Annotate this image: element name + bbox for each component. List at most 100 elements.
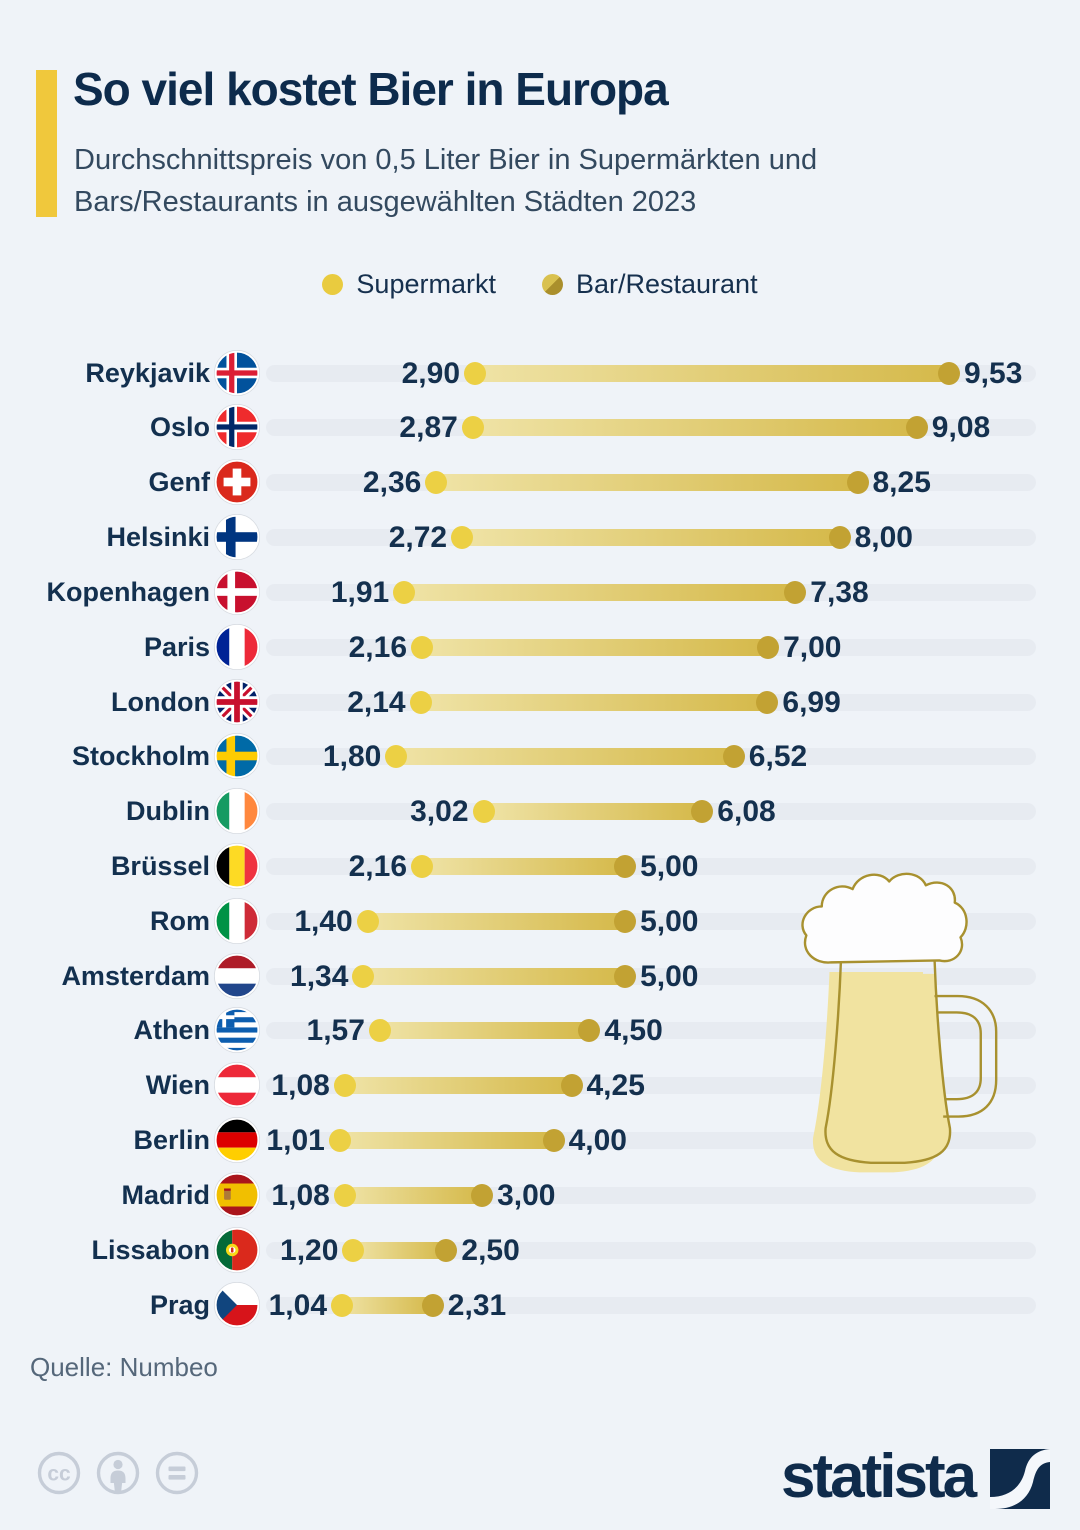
price-range-bar [342, 1296, 433, 1314]
supermarkt-dot [333, 1074, 356, 1098]
city-label: Rom [150, 905, 210, 936]
flag-de-icon [214, 1117, 260, 1164]
legend-item-supermarkt: Supermarkt [322, 269, 496, 300]
cc-nd-icon [155, 1451, 199, 1495]
bar-restaurant-dot-icon [541, 274, 563, 295]
bar-restaurant-dot [614, 964, 637, 988]
supermarkt-dot [385, 745, 408, 769]
price-range-bar [483, 803, 703, 821]
bar-restaurant-value: 3,00 [497, 1178, 556, 1212]
price-range-bar [404, 583, 796, 601]
bar-restaurant-value: 6,52 [748, 740, 808, 774]
page-title: So viel kostet Bier in Europa [73, 63, 669, 115]
price-range-bar [344, 1186, 483, 1204]
chart-row-ie: Dublin 3,02 6,08 [0, 784, 1080, 839]
city-label: Lissabon [91, 1234, 210, 1265]
bar-restaurant-dot [614, 909, 637, 933]
flag-es-icon [214, 1171, 260, 1218]
bar-track [266, 1241, 1036, 1259]
supermarkt-value: 1,08 [271, 1178, 330, 1212]
city-label: Kopenhagen [46, 576, 210, 607]
bar-restaurant-value: 8,25 [872, 466, 931, 500]
flag-at-icon [214, 1062, 260, 1109]
city-label: Stockholm [71, 741, 210, 772]
bar-restaurant-dot [471, 1183, 494, 1207]
supermarkt-dot [356, 909, 379, 933]
legend-item-bar-restaurant: Bar/Restaurant [541, 269, 758, 300]
bar-restaurant-value: 8,00 [854, 521, 913, 555]
chart-row-is: Reykjavik 2,90 9,53 [0, 346, 1080, 401]
supermarkt-value: 1,91 [330, 575, 390, 609]
chart-row-fr: Paris 2,16 7,00 [0, 620, 1080, 675]
chart-row-es: Madrid 1,08 3,00 [0, 1168, 1080, 1223]
supermarkt-dot [409, 690, 432, 714]
flag-is-icon [214, 349, 260, 396]
supermarkt-value: 1,20 [280, 1233, 339, 1267]
price-range-bar [422, 858, 626, 875]
bar-restaurant-value: 9,08 [931, 411, 991, 445]
supermarkt-value: 2,14 [347, 685, 406, 719]
bar-restaurant-dot [435, 1238, 458, 1262]
flag-ch-icon [214, 459, 260, 506]
supermarkt-value: 1,57 [306, 1014, 365, 1048]
cc-license-icons: cc [37, 1451, 199, 1495]
bar-restaurant-value: 9,53 [964, 356, 1023, 390]
bar-restaurant-dot [421, 1293, 444, 1317]
supermarkt-dot [411, 855, 433, 878]
supermarkt-value: 1,34 [290, 959, 349, 993]
supermarkt-value: 1,01 [266, 1124, 325, 1158]
supermarkt-value: 1,80 [322, 740, 382, 774]
supermarkt-dot [328, 1129, 351, 1153]
city-label: Paris [143, 631, 210, 662]
chart-row-ch: Genf 2,36 8,25 [0, 455, 1080, 510]
city-label: Wien [145, 1070, 210, 1101]
price-range-bar [344, 1077, 572, 1095]
supermarkt-value: 1,40 [294, 904, 353, 938]
bar-restaurant-dot [846, 471, 869, 495]
bar-restaurant-dot [560, 1074, 583, 1098]
supermarkt-value: 2,87 [399, 411, 458, 445]
bar-restaurant-dot [784, 580, 807, 604]
supermarkt-dot [451, 526, 474, 550]
flag-dk-icon [214, 568, 260, 615]
bar-restaurant-value: 7,38 [810, 575, 869, 609]
chart-row-cz: Prag 1,04 2,31 [0, 1278, 1080, 1333]
bar-restaurant-dot [756, 690, 779, 714]
flag-se-icon [214, 733, 260, 780]
price-range-bar [422, 638, 769, 656]
city-label: Reykjavik [85, 357, 210, 388]
flag-nl-icon [214, 952, 260, 999]
bar-restaurant-dot [905, 416, 928, 440]
bar-restaurant-dot [722, 745, 745, 769]
chart-row-fi: Helsinki 2,72 8,00 [0, 510, 1080, 565]
flag-no-icon [214, 404, 260, 451]
price-range-bar [462, 529, 840, 547]
price-range-bar [396, 748, 734, 766]
bar-restaurant-value: 4,50 [604, 1014, 663, 1048]
bar-restaurant-dot [828, 526, 851, 550]
bar-restaurant-value: 7,00 [783, 630, 842, 664]
beer-mug-icon [801, 872, 998, 1173]
bar-restaurant-value: 5,00 [640, 904, 699, 938]
supermarkt-value: 1,08 [271, 1069, 330, 1103]
supermarkt-dot [411, 635, 433, 659]
city-label: Berlin [133, 1125, 210, 1156]
city-label: Brüssel [110, 851, 210, 881]
chart-row-gb: London 2,14 6,99 [0, 675, 1080, 730]
bar-restaurant-value: 5,00 [640, 850, 699, 883]
source-label: Quelle: Numbeo [30, 1352, 218, 1382]
supermarkt-value: 2,16 [348, 850, 407, 883]
flag-it-icon [214, 897, 260, 944]
supermarkt-dot [331, 1293, 353, 1317]
supermarkt-dot [333, 1183, 356, 1207]
supermarkt-value: 2,90 [401, 356, 460, 390]
supermarkt-dot [461, 416, 484, 440]
flag-ie-icon [214, 788, 260, 835]
subtitle-line-1: Durchschnittspreis von 0,5 Liter Bier in… [74, 144, 818, 176]
flag-fi-icon [214, 514, 260, 561]
accent-bar [36, 70, 57, 217]
city-label: Athen [133, 1015, 211, 1046]
bar-restaurant-value: 5,00 [640, 959, 699, 993]
city-label: Madrid [121, 1179, 210, 1210]
